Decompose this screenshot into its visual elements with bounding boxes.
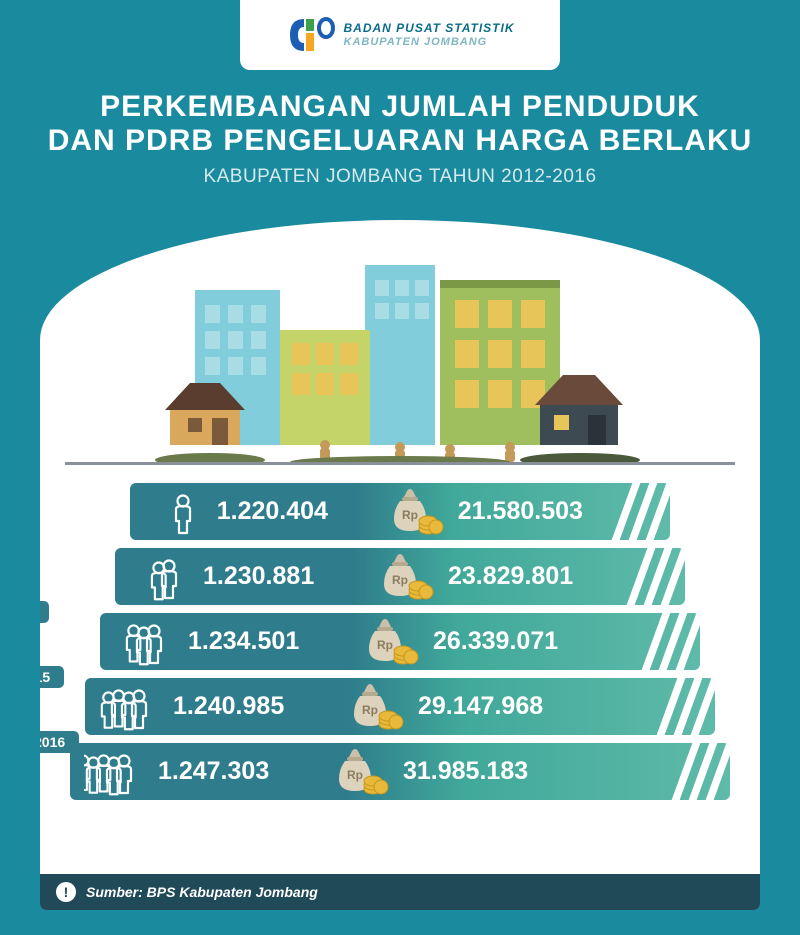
population-value: 1.234.501 (180, 627, 355, 656)
data-row: 2016 1.247.303 Rp 31.985.183 (70, 743, 730, 800)
svg-text:Rp: Rp (392, 573, 408, 587)
row-stripes (615, 548, 685, 605)
buildings-icon (140, 235, 660, 465)
data-rows: 2012 1.220.404 Rp 21.580.503 2013 1.230.8… (40, 465, 760, 800)
people-icon (85, 682, 165, 732)
people-icon (115, 552, 195, 602)
year-tab: 2015 (40, 666, 64, 688)
row-stripes (585, 678, 715, 735)
money-bag-icon: Rp (381, 485, 450, 539)
data-bar: 1.234.501 Rp 26.339.071 (100, 613, 700, 670)
title-block: PERKEMBANGAN JUMLAH PENDUDUK DAN PDRB PE… (0, 90, 800, 188)
data-row: 2014 1.234.501 Rp 26.339.071 (70, 613, 730, 670)
city-illustration (40, 220, 760, 465)
row-stripes (600, 613, 700, 670)
svg-text:Rp: Rp (377, 638, 393, 652)
population-value: 1.240.985 (165, 692, 340, 721)
source-footer: ! Sumber: BPS Kabupaten Jombang (40, 874, 760, 910)
header-logo-card: BADAN PUSAT STATISTIK KABUPATEN JOMBANG (240, 0, 560, 70)
main-panel: 2012 1.220.404 Rp 21.580.503 2013 1.230.8… (40, 220, 760, 910)
header-org-text: BADAN PUSAT STATISTIK KABUPATEN JOMBANG (344, 22, 515, 47)
title-line1: PERKEMBANGAN JUMLAH PENDUDUK (0, 90, 800, 124)
population-value: 1.220.404 (209, 497, 381, 526)
bps-logo-icon (286, 13, 336, 57)
org-name-line2: KABUPATEN JOMBANG (344, 36, 515, 48)
svg-text:Rp: Rp (347, 768, 363, 782)
info-icon: ! (56, 882, 76, 902)
svg-text:Rp: Rp (402, 508, 418, 522)
population-value: 1.230.881 (195, 562, 370, 591)
svg-text:Rp: Rp (362, 703, 378, 717)
data-row: 2015 1.240.985 Rp 29.147.968 (70, 678, 730, 735)
row-stripes (622, 483, 670, 540)
year-tab: 2014 (40, 601, 49, 623)
pdrb-value: 29.147.968 (410, 692, 585, 721)
title-line2: DAN PDRB PENGELUARAN HARGA BERLAKU (0, 124, 800, 158)
pdrb-value: 23.829.801 (440, 562, 615, 591)
data-bar: 1.240.985 Rp 29.147.968 (85, 678, 715, 735)
data-bar: 1.220.404 Rp 21.580.503 (130, 483, 670, 540)
money-bag-icon: Rp (325, 745, 395, 799)
pdrb-value: 31.985.183 (395, 757, 570, 786)
pdrb-value: 21.580.503 (450, 497, 622, 526)
subtitle: KABUPATEN JOMBANG TAHUN 2012-2016 (0, 166, 800, 188)
data-bar: 1.247.303 Rp 31.985.183 (70, 743, 730, 800)
row-stripes (570, 743, 730, 800)
money-bag-icon: Rp (355, 615, 425, 669)
people-icon (100, 617, 180, 667)
money-bag-icon: Rp (370, 550, 440, 604)
pdrb-value: 26.339.071 (425, 627, 600, 656)
org-name-line1: BADAN PUSAT STATISTIK (344, 22, 515, 35)
year-tab: 2016 (40, 731, 79, 753)
population-value: 1.247.303 (150, 757, 325, 786)
money-bag-icon: Rp (340, 680, 410, 734)
data-row: 2012 1.220.404 Rp 21.580.503 (70, 483, 730, 540)
people-icon (70, 747, 150, 797)
data-bar: 1.230.881 Rp 23.829.801 (115, 548, 685, 605)
divider-line (65, 462, 735, 465)
data-row: 2013 1.230.881 Rp 23.829.801 (70, 548, 730, 605)
people-icon (130, 487, 209, 537)
source-label: Sumber: BPS Kabupaten Jombang (86, 884, 318, 900)
